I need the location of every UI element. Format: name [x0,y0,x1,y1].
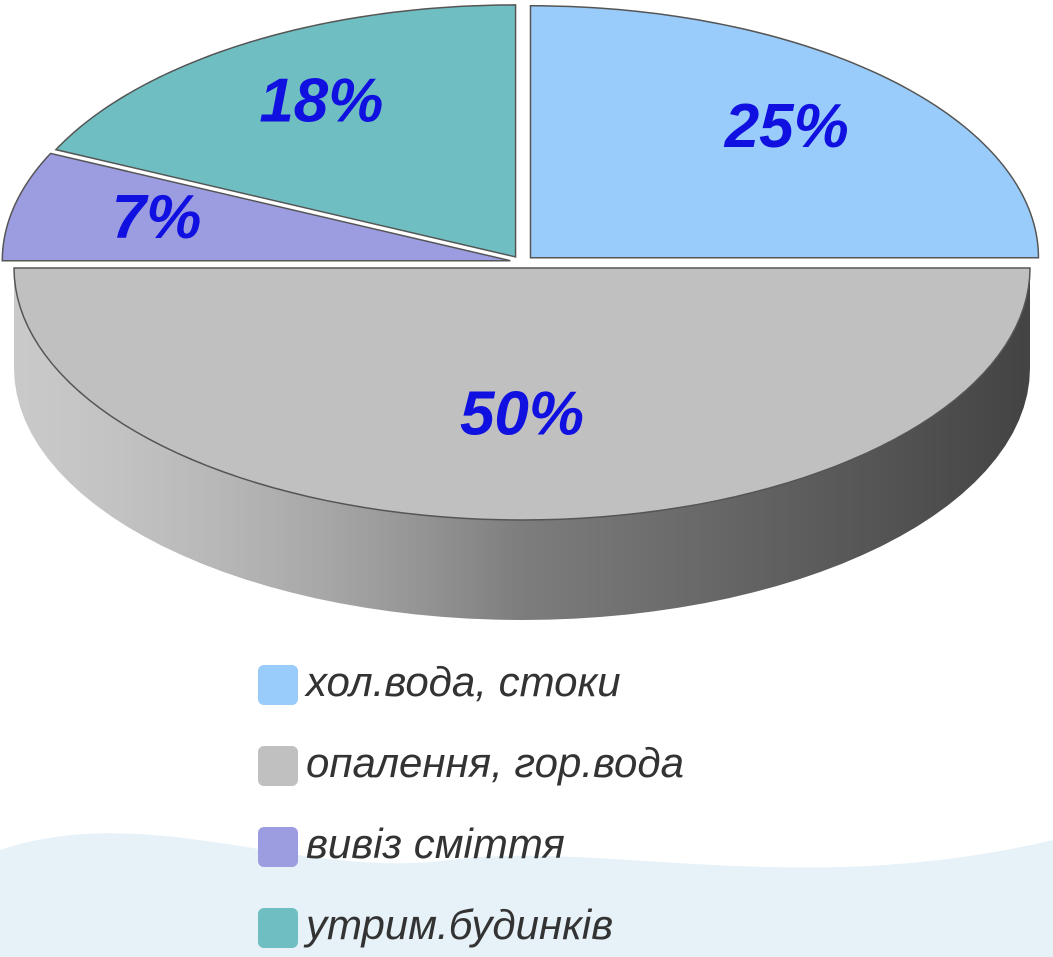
legend-label: вивіз сміття [306,820,565,867]
chart: 25% 50% 7% 18% хол.вода, стоки опалення, гор… [0,0,1053,957]
pie: 25% 50% 7% 18% [2,5,1038,620]
legend-swatch [258,827,298,867]
legend-swatch [258,665,298,705]
value-label: 18% [259,67,383,136]
value-label: 25% [724,92,849,161]
legend-swatch [258,746,298,786]
value-label: 50% [460,379,584,448]
legend-label: утрим.будинків [303,901,613,948]
legend-label: хол.вода, стоки [304,658,621,705]
legend-label: опалення, гор.вода [306,739,684,786]
page: 25% 50% 7% 18% хол.вода, стоки опалення, гор… [0,0,1053,957]
value-label: 7% [112,183,202,252]
legend-swatch [258,908,298,948]
